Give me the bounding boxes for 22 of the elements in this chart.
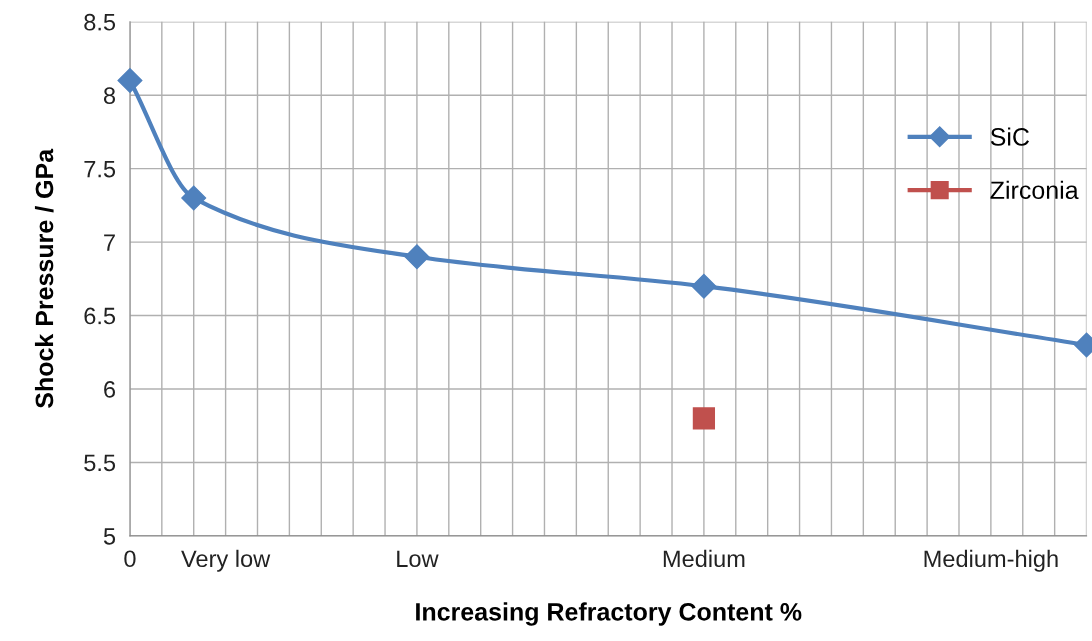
legend-label: SiC	[990, 127, 1030, 146]
y-tick-label: 5.5	[84, 454, 116, 472]
point	[117, 68, 143, 94]
y-tick-label: 7.5	[84, 160, 116, 178]
point	[691, 273, 717, 299]
y-tick-label: 5	[103, 528, 116, 545]
y-tick-label: 8	[103, 87, 116, 105]
x-tick-label: 0	[124, 550, 136, 568]
y-tick-label: 8.5	[84, 13, 116, 31]
x-tick-label: Very low	[181, 549, 271, 572]
x-tick-label: Medium	[663, 549, 745, 568]
point	[692, 407, 716, 430]
y-tick-label: 6	[104, 381, 116, 398]
y-tick-label: 7	[104, 234, 115, 251]
y-axis-title: Shock Pressure / GPa	[34, 148, 54, 409]
y-tick-label: 6.5	[84, 307, 116, 325]
point	[181, 185, 207, 211]
x-axis-title: Increasing Refractory Content %	[416, 602, 802, 626]
x-tick-label: Medium-high	[924, 549, 1058, 572]
legend-label: Zirconia	[990, 180, 1079, 200]
point	[404, 244, 430, 270]
x-tick-label: Low	[397, 550, 439, 568]
